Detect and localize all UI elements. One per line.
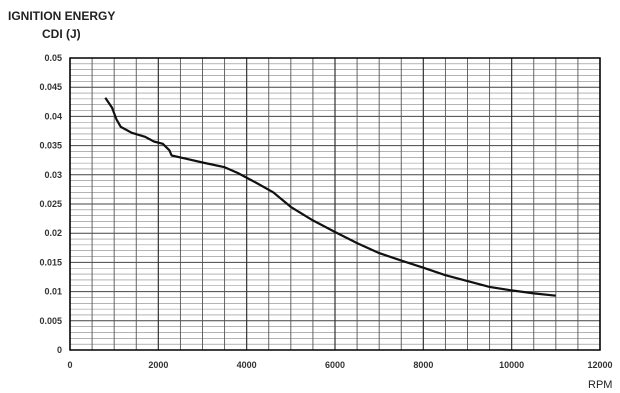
x-tick-label: 12000 — [587, 360, 612, 370]
y-tick-label: 0.035 — [39, 141, 62, 151]
y-tick-label: 0 — [57, 345, 62, 355]
chart-subtitle: CDI (J) — [42, 27, 81, 41]
x-axis-ticks: 0 2000 4000 6000 8000 10000 12000 — [67, 360, 612, 370]
x-tick-label: 8000 — [413, 360, 433, 370]
y-tick-label: 0.03 — [44, 170, 62, 180]
x-tick-label: 2000 — [148, 360, 168, 370]
x-axis-label: RPM — [588, 379, 612, 391]
y-tick-label: 0.04 — [44, 111, 62, 121]
y-tick-label: 0.01 — [44, 287, 62, 297]
plot-border — [69, 57, 601, 351]
y-tick-label: 0.02 — [44, 228, 62, 238]
y-axis-ticks: 0 0.005 0.01 0.015 0.02 0.025 0.03 0.035 0.04 0.0… — [39, 53, 62, 355]
grid — [69, 57, 601, 351]
y-tick-label: 0.005 — [39, 316, 62, 326]
chart-title: IGNITION ENERGY — [8, 9, 115, 23]
x-tick-label: 6000 — [325, 360, 345, 370]
y-tick-label: 0.05 — [44, 53, 62, 63]
series-line — [104, 97, 556, 297]
y-tick-label: 0.025 — [39, 199, 62, 209]
x-tick-label: 10000 — [499, 360, 524, 370]
y-tick-label: 0.045 — [39, 82, 62, 92]
x-tick-label: 4000 — [237, 360, 257, 370]
y-tick-label: 0.015 — [39, 257, 62, 267]
x-tick-label: 0 — [67, 360, 72, 370]
